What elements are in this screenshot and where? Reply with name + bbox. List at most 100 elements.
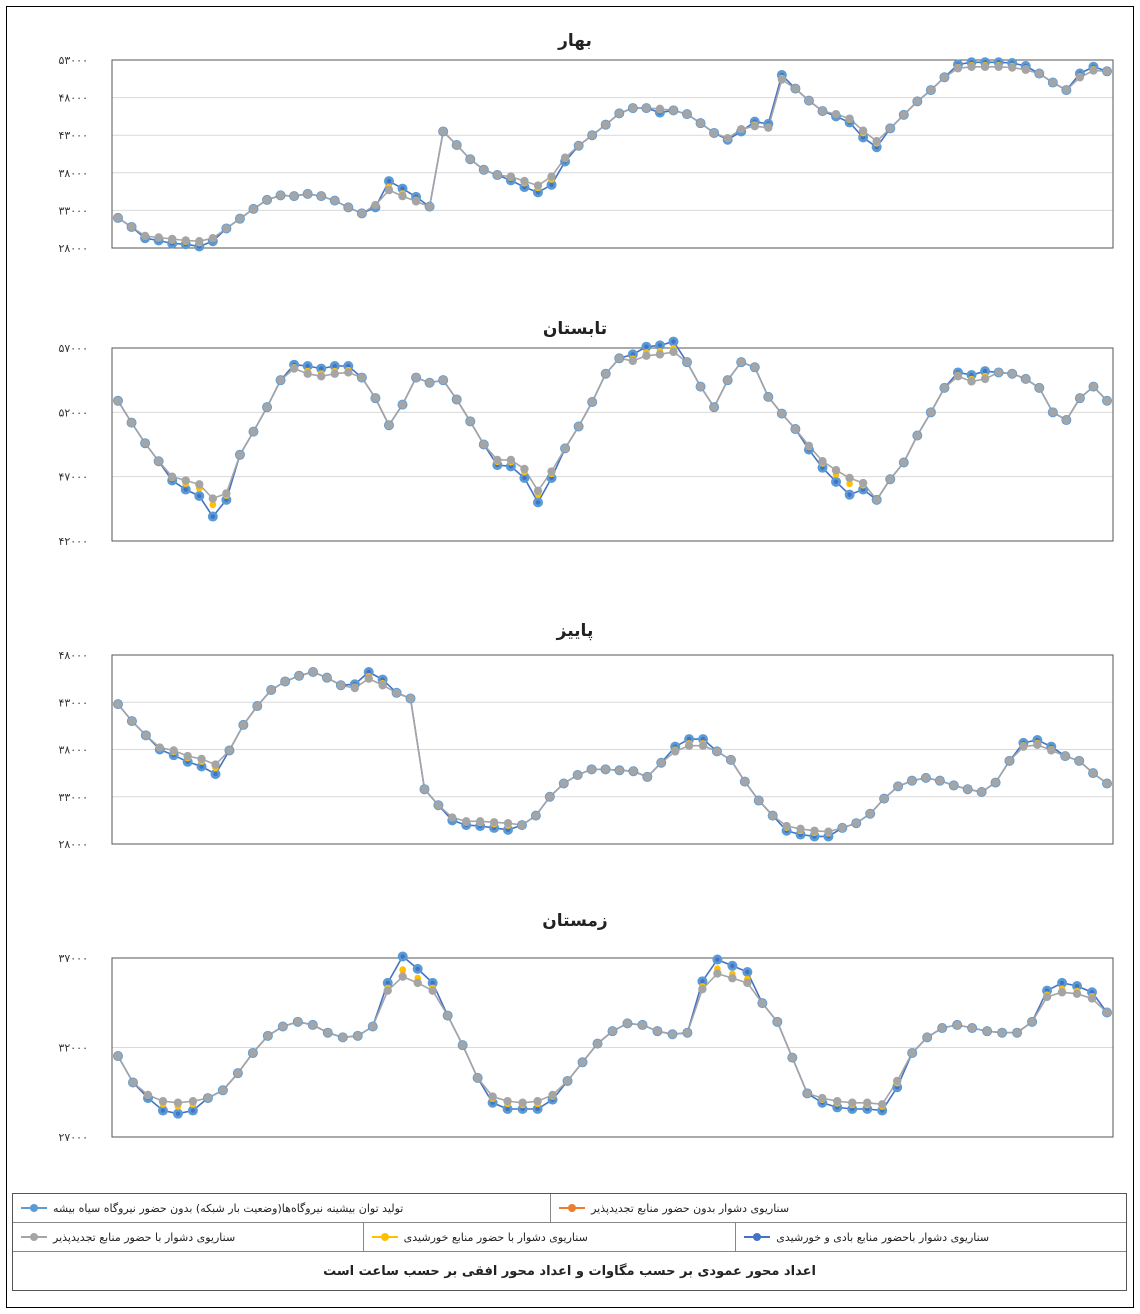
series-point-with-renewables [1048, 78, 1058, 87]
series-point-with-renewables [158, 1097, 168, 1106]
series-point-with-renewables [371, 200, 380, 210]
series-point-with-renewables [317, 191, 326, 201]
series-point-with-renewables [195, 480, 204, 489]
series-point-with-renewables [818, 106, 827, 116]
series-point-with-renewables [276, 191, 285, 200]
plot-area [111, 347, 1114, 542]
series-point-with-renewables [601, 765, 610, 774]
series-point-with-renewables [294, 671, 304, 680]
series-point-with-renewables [127, 716, 137, 726]
series-point-with-renewables [1102, 779, 1112, 788]
series-point-with-renewables [181, 476, 190, 485]
series-point-with-renewables [899, 110, 908, 120]
series-point-with-renewables [810, 826, 819, 835]
series-point-with-renewables [383, 986, 392, 995]
series-point-wind-solar [549, 182, 554, 188]
series-line-with-renewables [117, 66, 1108, 243]
series-point-with-renewables [750, 121, 759, 131]
series-point-with-renewables [967, 1023, 977, 1033]
series-point-with-renewables [488, 1092, 497, 1101]
series-point-with-renewables [852, 819, 861, 828]
series-point-with-renewables [338, 1033, 347, 1042]
series-point-with-renewables [154, 233, 163, 242]
series-point-with-renewables [587, 765, 596, 774]
series-point-with-renewables [317, 372, 326, 381]
series-point-with-renewables [267, 685, 276, 695]
series-point-with-renewables [872, 495, 881, 505]
series-point-with-renewables [517, 820, 527, 830]
series-point-wind-solar [400, 954, 405, 959]
series-point-with-renewables [330, 196, 339, 205]
legend-item-baseline: تولید توان بیشینه نیروگاه‌ها(وضعیت بار ش… [13, 1194, 552, 1222]
series-point-wind-solar [190, 1108, 196, 1113]
series-point-with-renewables [181, 236, 190, 245]
series-point-with-renewables [913, 431, 922, 440]
series-point-wind-solar [535, 190, 541, 195]
series-point-wind-solar [505, 1106, 510, 1112]
y-tick-label: ۵۳۰۰۰ [58, 54, 88, 67]
series-point-with-renewables [547, 467, 556, 476]
series-point-with-renewables [197, 754, 206, 764]
y-tick-label: ۳۸۰۰۰ [58, 167, 88, 180]
series-point-with-renewables [308, 667, 318, 677]
series-point-with-renewables [953, 64, 963, 73]
series-point-with-renewables [684, 741, 694, 750]
series-point-with-renewables [838, 823, 847, 833]
series-point-with-renewables [723, 375, 732, 385]
series-point-with-renewables [303, 369, 312, 378]
series-point-with-renewables [531, 811, 541, 820]
legend-swatch-wind-solar [744, 1232, 771, 1242]
series-point-with-renewables [791, 424, 800, 434]
series-point-with-renewables [940, 73, 949, 82]
series-point-with-renewables [848, 1098, 857, 1107]
series-point-wind-solar [415, 966, 420, 972]
series-point-with-renewables [754, 796, 763, 805]
series-point-with-renewables [438, 375, 448, 385]
series-point-with-renewables [601, 120, 610, 129]
y-tick-label: ۵۲۰۰۰ [58, 406, 88, 419]
series-point-with-renewables [1007, 63, 1017, 72]
series-point-with-renewables [1035, 69, 1044, 78]
series-point-with-renewables [489, 818, 499, 827]
series-point-with-renewables [913, 97, 922, 106]
series-point-with-renewables [991, 778, 1000, 787]
series-point-with-renewables [1027, 1017, 1037, 1027]
figure-frame [6, 6, 1134, 1308]
series-point-with-renewables [952, 1020, 962, 1030]
series-point-with-renewables [824, 827, 833, 836]
series-point-with-renewables [940, 383, 949, 393]
series-point-with-renewables [384, 421, 394, 430]
series-point-with-renewables [926, 408, 936, 417]
series-point-wind-solar [1059, 980, 1065, 986]
series-point-with-renewables [709, 128, 719, 138]
series-point-with-renewables [364, 674, 373, 683]
series-point-with-renewables [668, 1030, 677, 1039]
series-point-with-renewables [289, 191, 299, 201]
series-line-with-renewables [117, 671, 1108, 833]
series-point-with-renewables [479, 440, 488, 449]
series-point-wind-solar [386, 178, 392, 184]
series-point-with-renewables [398, 972, 407, 981]
series-point-with-renewables [211, 760, 220, 769]
series-point-with-renewables [208, 494, 218, 503]
series-point-with-renewables [128, 1078, 138, 1087]
series-point-with-renewables [503, 1097, 512, 1106]
series-point-with-renewables [503, 819, 513, 828]
series-point-with-renewables [127, 222, 136, 232]
series-point-with-renewables [574, 141, 583, 150]
series-point-with-renewables [289, 364, 299, 373]
legend-row-2: سناریوی دشوار با حضور منابع تجدیدپذیر سن… [13, 1223, 1126, 1252]
series-point-with-renewables [994, 368, 1003, 377]
series-point-with-renewables [629, 767, 638, 776]
series-point-with-renewables [322, 673, 332, 682]
series-point-with-renewables [548, 1090, 557, 1100]
series-point-wind-solar [535, 1106, 540, 1112]
series-point-with-renewables [545, 792, 555, 801]
series-point-with-renewables [899, 458, 908, 467]
series-point-with-renewables [907, 776, 917, 785]
series-point-with-renewables [796, 824, 805, 834]
y-tick-label: ۴۸۰۰۰ [58, 649, 88, 662]
y-tick-label: ۵۷۰۰۰ [58, 342, 88, 355]
series-point-with-renewables [1033, 740, 1042, 749]
series-point-with-renewables [493, 170, 502, 180]
